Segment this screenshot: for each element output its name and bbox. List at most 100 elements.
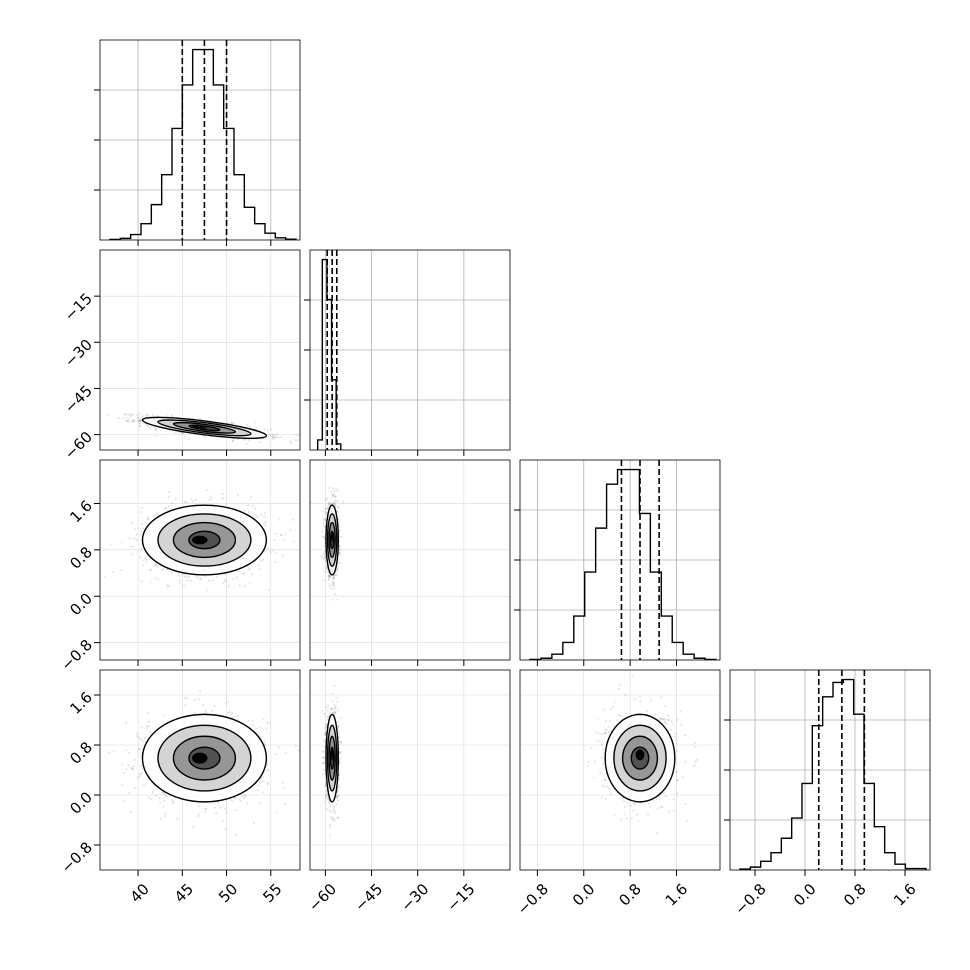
scatter-point — [181, 573, 184, 576]
scatter-point — [244, 795, 247, 798]
scatter-point — [206, 488, 209, 492]
scatter-point — [154, 564, 157, 568]
scatter-point — [332, 576, 335, 580]
scatter-point — [327, 574, 331, 577]
scatter-point — [202, 704, 205, 707]
scatter-point — [131, 767, 135, 770]
scatter-point — [303, 531, 305, 533]
hist-panel-1 — [304, 249, 511, 451]
scatter-point — [251, 719, 254, 722]
scatter-point — [305, 749, 307, 751]
scatter-point — [127, 420, 130, 423]
scatter-point — [140, 772, 144, 775]
scatter-point — [120, 763, 124, 766]
scatter-point — [145, 558, 149, 561]
scatter-point — [139, 754, 142, 757]
scatter-point — [231, 421, 234, 425]
scatter-point — [323, 712, 326, 715]
scatter-point — [162, 805, 165, 808]
scatter-point — [208, 579, 211, 582]
scatter-point — [139, 765, 143, 768]
scatter-point — [168, 491, 171, 494]
pair-panel-0-3 — [99, 669, 307, 871]
scatter-point — [329, 575, 332, 578]
scatter-point — [267, 589, 270, 592]
scatter-point — [213, 705, 216, 708]
frame-2 — [519, 459, 721, 661]
scatter-point — [121, 417, 125, 420]
scatter-point — [331, 581, 334, 584]
scatter-point — [148, 427, 151, 430]
scatter-point — [321, 517, 325, 520]
scatter-point — [338, 751, 341, 754]
scatter-point — [323, 800, 326, 803]
scatter-point — [327, 578, 330, 581]
scatter-point — [247, 719, 250, 722]
scatter-point — [336, 569, 339, 572]
scatter-point — [140, 547, 143, 550]
scatter-point — [247, 568, 250, 571]
scatter-point — [256, 789, 259, 792]
scatter-point — [129, 811, 132, 814]
scatter-point — [132, 765, 135, 768]
scatter-point — [180, 431, 183, 434]
scatter-point — [332, 501, 336, 504]
scatter-point — [257, 564, 260, 567]
scatter-point — [259, 802, 262, 805]
scatter-point — [271, 433, 274, 436]
scatter-point — [321, 535, 324, 538]
scatter-point — [332, 577, 335, 580]
scatter-point — [339, 553, 342, 556]
scatter-point — [323, 556, 326, 560]
scatter-point — [228, 711, 231, 714]
scatter-point — [333, 711, 336, 714]
scatter-point — [334, 706, 337, 709]
scatter-point — [342, 501, 345, 504]
scatter-point — [200, 577, 203, 580]
density-peak-0 — [192, 425, 208, 429]
scatter-point — [330, 497, 333, 500]
scatter-point — [337, 816, 340, 819]
scatter-point — [324, 733, 327, 736]
scatter-point — [277, 436, 280, 439]
scatter-point — [267, 783, 270, 786]
scatter-point — [122, 771, 125, 774]
scatter-point — [289, 441, 293, 444]
scatter-point — [232, 439, 235, 442]
scatter-point — [138, 775, 141, 778]
scatter-point — [325, 808, 328, 811]
scatter-point — [125, 749, 128, 752]
scatter-point — [284, 751, 287, 754]
scatter-point — [334, 503, 337, 506]
scatter-point — [332, 581, 335, 584]
scatter-point — [334, 504, 337, 507]
scatter-point — [252, 562, 255, 565]
scatter-point — [140, 522, 144, 525]
scatter-point — [261, 791, 264, 794]
scatter-point — [276, 433, 279, 436]
scatter-point — [149, 731, 152, 734]
scatter-point — [296, 433, 299, 437]
scatter-point — [128, 791, 131, 794]
scatter-point — [323, 555, 327, 558]
scatter-point — [250, 572, 254, 575]
scatter-point — [147, 518, 150, 521]
scatter-point — [198, 804, 201, 808]
scatter-point — [124, 413, 127, 416]
scatter-point — [296, 439, 299, 442]
scatter-point — [332, 487, 335, 490]
scatter-point — [149, 568, 152, 571]
scatter-point — [328, 502, 331, 505]
scatter-point — [324, 508, 327, 511]
scatter-point — [149, 568, 152, 571]
scatter-point — [140, 580, 143, 583]
scatter-point — [333, 574, 336, 577]
scatter-point — [261, 558, 265, 561]
scatter-point — [246, 802, 249, 805]
scatter-point — [108, 751, 111, 754]
scatter-point — [328, 809, 331, 812]
scatter-point — [127, 763, 130, 766]
scatter-point — [143, 557, 147, 560]
scatter-point — [132, 413, 135, 416]
scatter-point — [272, 435, 275, 438]
